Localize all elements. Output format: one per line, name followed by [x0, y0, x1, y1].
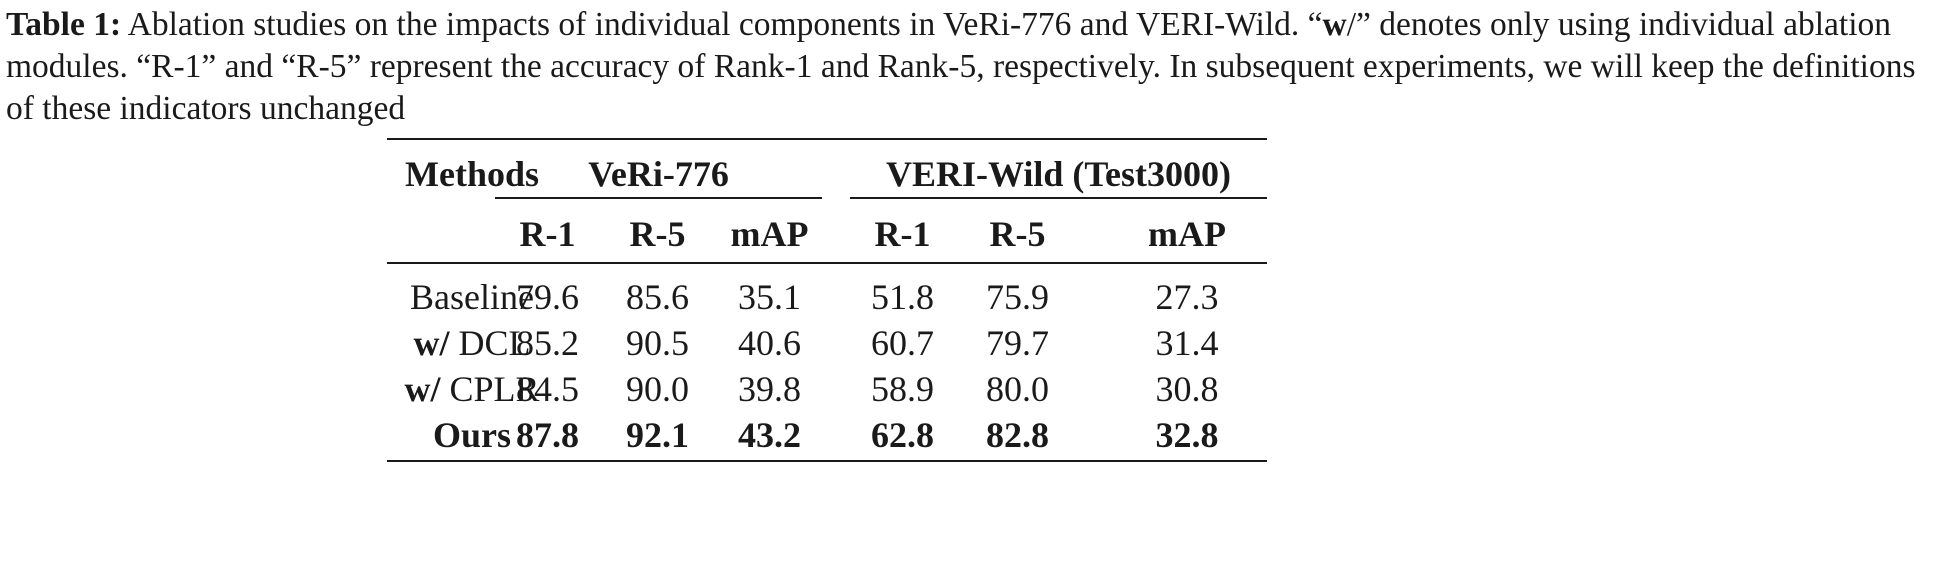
- method-name: Ours: [432, 415, 511, 455]
- row-ours-method: Ours: [387, 413, 557, 457]
- table-cell: 39.8: [738, 369, 801, 409]
- row-dcl-method: w/ DCL: [387, 321, 557, 365]
- table-cell: 31.4: [1155, 323, 1219, 363]
- table-cell: 30.8: [1155, 369, 1219, 409]
- sub-header: mAP: [730, 214, 809, 254]
- caption-label: Table 1:: [6, 6, 122, 43]
- caption-bold-w: w: [1322, 6, 1347, 43]
- table-cell: 32.8: [1155, 415, 1219, 455]
- method-prefix: w/: [404, 369, 441, 409]
- table-cell: 58.9: [871, 369, 934, 409]
- table-cell: 85.2: [516, 323, 579, 363]
- header-bottom-rule: [387, 262, 1267, 264]
- table-cell: 82.8: [986, 415, 1049, 455]
- table-cell: 84.5: [516, 369, 579, 409]
- sub-header: R-1: [874, 214, 931, 254]
- top-rule: [387, 138, 1267, 140]
- table-cell: 43.2: [738, 415, 801, 455]
- table-cell: 85.6: [626, 277, 689, 317]
- sub-header: R-5: [989, 214, 1046, 254]
- table-cell: 27.3: [1155, 277, 1219, 317]
- caption-text-a: Ablation studies on the impacts of indiv…: [121, 6, 1323, 43]
- table-cell: 92.1: [626, 415, 689, 455]
- table-cell: 79.7: [986, 323, 1049, 363]
- table-cell: 87.8: [516, 415, 579, 455]
- ablation-table: Methods VeRi-776 VERI-Wild (Test3000) R-…: [387, 138, 1569, 579]
- methods-header: Methods: [405, 154, 539, 194]
- method-name: DCL: [449, 323, 531, 363]
- table-cell: 90.0: [626, 369, 689, 409]
- table-cell: 90.5: [626, 323, 689, 363]
- table-cell: 51.8: [871, 277, 934, 317]
- sub-header: mAP: [1148, 214, 1226, 254]
- caption-text-b: /” denotes only using individual ablatio…: [6, 6, 1916, 127]
- table-cell: 62.8: [871, 415, 934, 455]
- table-cell: 60.7: [871, 323, 934, 363]
- veri776-group-rule: [495, 197, 822, 199]
- sub-header: R-1: [519, 214, 576, 254]
- bottom-rule: [387, 460, 1267, 462]
- table-cell: 80.0: [986, 369, 1049, 409]
- method-prefix: w/: [413, 323, 450, 363]
- veriwild-header: VERI-Wild (Test3000): [885, 154, 1232, 194]
- table-caption: Table 1: Ablation studies on the impacts…: [6, 4, 1951, 130]
- table-cell: 79.6: [516, 277, 579, 317]
- table-cell: 75.9: [986, 277, 1049, 317]
- table-cell: 40.6: [738, 323, 801, 363]
- table-cell: 35.1: [738, 277, 801, 317]
- sub-header: R-5: [629, 214, 686, 254]
- row-cplr-method: w/ CPLR: [387, 367, 557, 411]
- method-name: Baseline: [410, 277, 534, 317]
- veri776-header: VeRi-776: [588, 154, 729, 194]
- row-baseline-method: Baseline: [387, 275, 557, 319]
- method-name: CPLR: [440, 369, 540, 409]
- veriwild-group-rule: [850, 197, 1267, 199]
